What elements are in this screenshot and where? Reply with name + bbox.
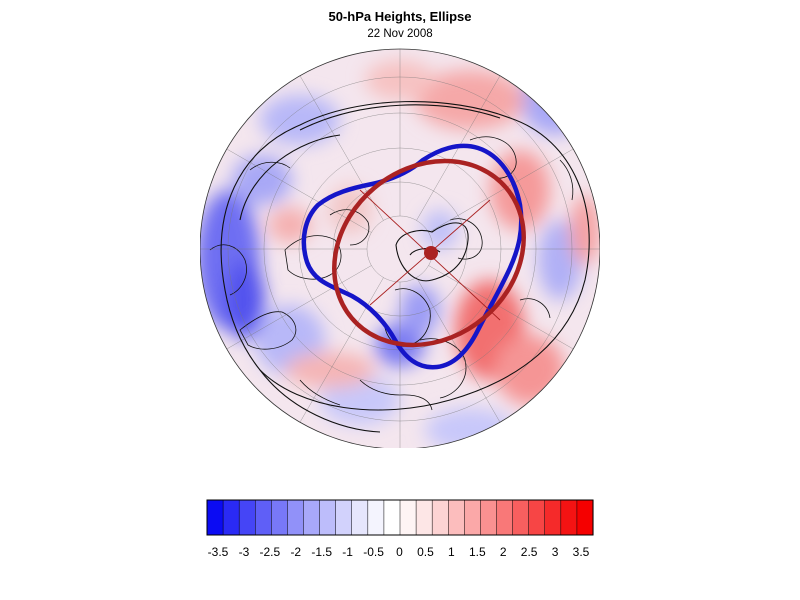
colorbar-swatch (512, 499, 530, 536)
colorbar-tick-label: -2 (290, 545, 301, 559)
colorbar-swatch (255, 499, 272, 536)
colorbar-swatch (496, 499, 514, 536)
colorbar-swatch (287, 499, 305, 536)
colorbar-swatch (576, 499, 594, 536)
colorbar-tick-label: -1.5 (311, 545, 332, 559)
colorbar-swatch (415, 499, 433, 536)
colorbar-labels: -3.5 -3 -2.5 -2 -1.5 -1 -0.5 0 0.5 1 1.5 2 2.5 3 3.5 (208, 545, 590, 559)
colorbar-swatch (448, 499, 465, 536)
colorbar-tick-label: 1 (448, 545, 455, 559)
meridian-line (299, 75, 384, 221)
colorbar-tick-label: -2.5 (260, 545, 281, 559)
colorbar-swatch (303, 499, 321, 536)
polar-height-map (200, 48, 600, 448)
colorbar-swatch (319, 499, 337, 536)
colorbar-frame (206, 499, 594, 536)
colorbar-tick-label: -3.5 (208, 545, 229, 559)
colorbar-tick-label: -1 (342, 545, 353, 559)
map-date: 22 Nov 2008 (367, 28, 433, 40)
colorbar-tick-label: -3 (239, 545, 250, 559)
vortex-edge-contour (301, 143, 524, 370)
colorbar-tick-label: 0 (396, 545, 403, 559)
colorbar-swatch (206, 499, 224, 536)
colorbar-tick-label: -0.5 (363, 545, 384, 559)
colorbar-tick-label: 1.5 (469, 545, 486, 559)
map-border (200, 48, 600, 448)
meridian-line (226, 265, 372, 350)
ellipse-center-marker (424, 246, 438, 260)
colorbar-swatch (383, 499, 401, 536)
colorbar-swatch (431, 499, 449, 536)
colorbar-swatch (544, 499, 562, 536)
colorbar-swatch (351, 499, 369, 536)
meridian-line (428, 148, 574, 233)
meridian-line (428, 265, 574, 350)
colorbar-swatch (222, 499, 240, 536)
colorbar-tick-label: 0.5 (417, 545, 434, 559)
colorbar-swatch (367, 499, 385, 536)
colorbar-swatch (464, 499, 481, 536)
colorbar-tick-label: 3 (552, 545, 559, 559)
colorbar-swatch (528, 499, 546, 536)
colorbar-tick-label: 3.5 (573, 545, 590, 559)
colorbar-tick-label: 2.5 (521, 545, 538, 559)
height-contours (220, 100, 590, 433)
colorbar: -3.5 -3 -2.5 -2 -1.5 -1 -0.5 0 0.5 1 1.5 2 2.5 3 3.5 (206, 499, 594, 559)
colorbar-swatch (560, 499, 578, 536)
colorbar-swatch (480, 499, 498, 536)
colorbar-swatch (335, 499, 353, 536)
colorbar-swatch (271, 499, 288, 536)
map-title: 50-hPa Heights, Ellipse (328, 9, 472, 24)
colorbar-swatches (206, 499, 594, 536)
meridian-line (416, 277, 501, 423)
colorbar-swatch (399, 499, 417, 536)
colorbar-swatch (238, 499, 256, 536)
colorbar-tick-label: 2 (500, 545, 507, 559)
anomaly-field (200, 60, 600, 448)
meridian-line (299, 277, 384, 423)
